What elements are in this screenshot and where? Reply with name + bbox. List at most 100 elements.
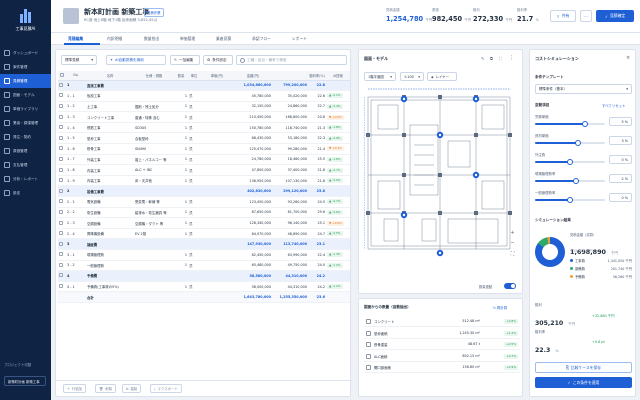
cell-name[interactable]: 空調設備 <box>86 217 134 229</box>
tab-approval[interactable]: 承認フロー <box>252 36 271 41</box>
ai-suggestion[interactable]: ▲ -1.1% <box>326 281 350 293</box>
row-checkbox[interactable] <box>58 228 66 240</box>
confirm-estimate-button[interactable]: ✓ 見積確定 <box>596 10 634 22</box>
cell-cost[interactable]: 63,990,000 <box>272 249 308 261</box>
row-checkbox[interactable] <box>58 111 66 123</box>
cell-no[interactable]: 3 <box>66 238 86 250</box>
table-row[interactable]: 1 - 5 型枠工事 合板型枠 1 式 68,430,000 53,180,000 22.3 ▲… <box>58 132 350 145</box>
row-checkbox[interactable] <box>58 217 66 229</box>
variable-value-input[interactable]: 2 % <box>609 174 632 183</box>
row-checkbox[interactable] <box>58 238 66 250</box>
col-margin[interactable]: 粗利率(%) <box>308 71 326 81</box>
extraction-row[interactable]: 鉄骨重量 48.67 t +0.5% <box>364 340 520 350</box>
cell-no[interactable]: 2 <box>66 185 86 198</box>
sidebar-item-7[interactable]: 原価管理 <box>0 144 51 158</box>
ai-suggestion[interactable]: ▲ -3.0% <box>326 175 350 187</box>
cell-margin[interactable]: 23.1 <box>308 238 326 250</box>
table-row[interactable]: 1 - 7 外装工事 複上・パネルコー 等 1 式 24,780,000 18,460,00… <box>58 154 350 166</box>
cell-qty[interactable]: 1 <box>174 228 188 240</box>
table-row[interactable]: 1 - 4 鉄筋工事 SD345 1 式 150,780,000 118,740,000 21… <box>58 122 350 134</box>
cell-qty[interactable]: 1 <box>174 154 188 166</box>
variable-value-input[interactable]: 5 % <box>609 117 632 126</box>
cell-unit[interactable]: 式 <box>188 249 200 261</box>
cell-amount[interactable]: 128,340,000 <box>234 217 272 229</box>
cell-cost[interactable]: 18,460,000 <box>272 154 308 166</box>
cell-name[interactable]: 設備工事費 <box>86 185 134 198</box>
cell-price[interactable] <box>200 101 234 113</box>
col-no[interactable]: No. <box>66 71 86 81</box>
row-checkbox[interactable] <box>58 281 66 293</box>
cell-qty[interactable]: 1 <box>174 260 188 272</box>
cell-no[interactable]: 4 <box>66 270 86 282</box>
cell-spec[interactable]: ALC + IBC <box>134 164 174 176</box>
ai-suggestion[interactable]: ▲ -2.9% <box>326 132 350 145</box>
cell-cost[interactable]: 61,700,000 <box>272 207 308 219</box>
cell-no[interactable]: 4 - 1 <box>66 281 86 293</box>
cell-amount[interactable]: 136,950,000 <box>234 175 272 187</box>
row-checkbox[interactable] <box>58 101 66 113</box>
apply-condition-button[interactable]: ✓ この条件を適用 <box>535 377 632 388</box>
cell-price[interactable] <box>200 270 234 282</box>
cell-spec[interactable]: 床・天井他 <box>134 175 174 187</box>
ai-suggestion[interactable]: ▼ +0.8% <box>326 217 350 229</box>
col-amount[interactable]: 金額(円) <box>234 71 272 81</box>
layer-button[interactable]: ◈ レイヤー <box>427 72 457 81</box>
cell-amount[interactable]: 402,830,000 <box>234 185 272 198</box>
sidebar-item-9[interactable]: 分析・レポート <box>0 172 51 186</box>
project-switch-select[interactable]: 新築町計画 新築工事 <box>4 376 46 386</box>
slider-handle[interactable] <box>572 178 579 184</box>
cell-amount[interactable]: 147,930,000 <box>234 238 272 250</box>
cell-qty[interactable]: 1 <box>174 249 188 261</box>
ai-suggestion[interactable]: ▲ -3.4% <box>326 101 350 113</box>
table-row[interactable]: 2 - 3 空調設備 空調機・ダクト 等 1 式 128,340,000 96,140,00… <box>58 217 350 229</box>
cell-unit[interactable]: 式 <box>188 164 200 176</box>
cell-name[interactable]: 予備費 <box>86 270 134 282</box>
cell-price[interactable] <box>200 164 234 176</box>
table-row[interactable]: 1 - 1 仮設工事 1 式 45,780,000 35,420,000 22.6 ▲ -2.… <box>58 90 350 102</box>
cell-amount[interactable]: 47,800,000 <box>234 164 272 176</box>
cell-unit[interactable]: 式 <box>188 143 200 155</box>
cell-no[interactable]: 3 - 1 <box>66 249 86 261</box>
cell-amount[interactable]: 45,780,000 <box>234 90 272 102</box>
cell-amount[interactable]: 87,650,000 <box>234 207 272 219</box>
table-row[interactable]: 3 - 2 一般管理費 1 式 65,480,000 49,750,000 24.0 ▲ -1… <box>58 260 350 272</box>
cell-name[interactable]: コンクリート工事 <box>86 111 134 123</box>
cell-no[interactable]: 1 - 8 <box>66 164 86 176</box>
cell-unit[interactable] <box>188 185 200 198</box>
cell-amount[interactable]: 65,480,000 <box>234 260 272 272</box>
cell-cost[interactable]: 44,310,000 <box>272 270 308 282</box>
cell-margin[interactable]: 25.8 <box>308 185 326 198</box>
cell-amount[interactable]: 123,450,000 <box>234 196 272 208</box>
cell-no[interactable]: 1 - 5 <box>66 132 86 145</box>
ai-suggestion[interactable] <box>326 185 350 198</box>
cell-name[interactable]: 一般管理費 <box>86 260 134 272</box>
cell-cost[interactable]: 53,180,000 <box>272 132 308 145</box>
ai-suggestion[interactable]: ▲ -1.8% <box>326 122 350 134</box>
ai-suggestion[interactable] <box>326 80 350 92</box>
cell-name[interactable]: 昇降機設備 <box>86 228 134 240</box>
sidebar-item-6[interactable]: 発注・契約 <box>0 130 51 144</box>
cell-unit[interactable]: 式 <box>188 90 200 102</box>
cell-unit[interactable]: 式 <box>188 101 200 113</box>
cell-no[interactable]: 3 - 2 <box>66 260 86 272</box>
sidebar-item-8[interactable]: 支払管理 <box>0 158 51 172</box>
col-name[interactable]: 名称 <box>86 71 134 81</box>
cell-qty[interactable]: 1 <box>174 143 188 155</box>
variable-slider[interactable] <box>535 197 605 203</box>
cell-unit[interactable]: 式 <box>188 196 200 208</box>
cell-unit[interactable]: 式 <box>188 122 200 134</box>
ai-suggestion[interactable]: ▲ -4.7% <box>326 196 350 208</box>
save-comparison-button[interactable]: ⎘ 比較ケースを保存 <box>535 362 632 373</box>
category-row[interactable]: 4 予備費 58,580,000 44,310,000 24.2 <box>58 270 350 282</box>
cell-cost[interactable]: 166,600,000 <box>272 111 308 123</box>
ai-suggestion[interactable]: ▲ -2.5% <box>326 228 350 240</box>
cell-spec[interactable] <box>134 270 174 282</box>
ai-estimate-button[interactable]: ✦ AI自動見積を適用 <box>106 55 166 65</box>
row-checkbox[interactable] <box>58 132 66 145</box>
cell-margin[interactable]: 24.0 <box>308 260 326 272</box>
cell-qty[interactable]: 1 <box>174 90 188 102</box>
cell-cost[interactable]: 48,890,000 <box>272 228 308 240</box>
cell-margin[interactable]: 22.3 <box>308 132 326 145</box>
row-checkbox[interactable] <box>58 143 66 155</box>
cell-amount[interactable]: 32,150,000 <box>234 101 272 113</box>
